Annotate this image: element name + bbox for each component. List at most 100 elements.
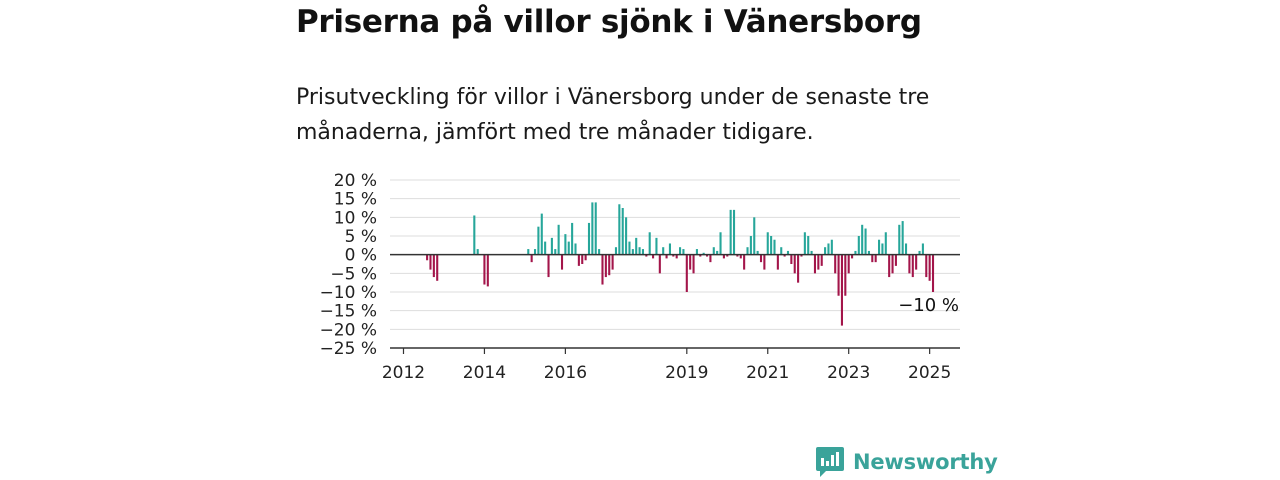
x-tick-label: 2012 (382, 363, 425, 383)
bar (898, 224, 901, 255)
x-tick-label: 2021 (746, 363, 789, 383)
bar (911, 254, 914, 278)
bar (783, 254, 786, 257)
bar (810, 250, 813, 255)
bar (436, 254, 439, 281)
bar (648, 232, 651, 255)
bar (864, 228, 867, 255)
bar (621, 208, 624, 255)
y-tick-label: −25 % (320, 339, 377, 359)
bar (429, 254, 432, 270)
bar (652, 254, 655, 259)
bar (598, 249, 601, 255)
bar (604, 254, 607, 278)
y-tick-label: 10 % (334, 208, 377, 228)
bar (486, 254, 489, 287)
bar (689, 254, 692, 270)
newsworthy-logo-icon (816, 447, 844, 477)
bar (837, 254, 840, 296)
bar (861, 224, 864, 255)
bar (921, 243, 924, 255)
y-tick-label: −20 % (320, 320, 377, 340)
bar (871, 254, 874, 263)
bar (824, 247, 827, 255)
bar (679, 247, 682, 255)
bar (894, 254, 897, 266)
y-tick-label: 5 % (345, 227, 377, 247)
bar (638, 247, 641, 255)
brand: Newsworthy (815, 446, 998, 478)
bar (722, 254, 725, 259)
bar (608, 254, 611, 276)
bar (668, 243, 671, 255)
bar (746, 247, 749, 255)
last-value-annotation: −10 % (898, 295, 959, 316)
bar (901, 221, 904, 255)
y-tick-label: −15 % (320, 302, 377, 322)
bar (803, 232, 806, 255)
axes (390, 253, 960, 349)
bar (790, 254, 793, 264)
bar (712, 247, 715, 255)
bar (635, 237, 638, 255)
bar (716, 250, 719, 255)
bar (908, 254, 911, 274)
bar (807, 236, 810, 255)
bar (533, 249, 537, 255)
x-tick-label: 2016 (544, 363, 587, 383)
bar (891, 254, 894, 274)
bar (426, 254, 429, 261)
bar (682, 249, 685, 255)
bar (587, 222, 591, 255)
bar (591, 202, 594, 255)
bar (851, 254, 854, 259)
bar (618, 204, 621, 255)
bar (611, 254, 614, 270)
bar (658, 254, 661, 274)
bar (844, 254, 847, 296)
bar (840, 254, 843, 326)
bar (931, 254, 935, 292)
bar (601, 254, 604, 285)
bar (847, 254, 850, 274)
bar (571, 222, 574, 255)
bar (857, 236, 860, 255)
bar (692, 254, 695, 274)
bar (614, 247, 618, 255)
bar (827, 243, 830, 255)
bar (564, 234, 567, 255)
x-axis-ticks: 2012 2014 2016 2019 2021 2023 2025 (382, 348, 951, 383)
bar (759, 254, 763, 263)
x-tick-label: 2025 (908, 363, 951, 383)
bar (631, 249, 634, 255)
bar (854, 250, 857, 255)
bars (426, 202, 935, 326)
bar (567, 241, 570, 255)
bar (675, 254, 678, 259)
bar (786, 250, 790, 255)
bar (695, 249, 698, 255)
bar (544, 241, 547, 255)
bar (756, 250, 759, 255)
bar (574, 243, 577, 255)
bar (641, 249, 644, 255)
bar (915, 254, 918, 270)
bar (925, 254, 928, 278)
bar (874, 254, 877, 263)
bar (537, 226, 540, 255)
bar (766, 232, 769, 255)
bar (736, 254, 739, 257)
bar (797, 254, 800, 283)
bar (753, 217, 756, 255)
bar (645, 254, 648, 257)
bar (770, 236, 773, 255)
bar (665, 254, 668, 259)
bar (672, 254, 675, 257)
bar (729, 209, 732, 255)
bar (719, 232, 722, 255)
bar (527, 249, 530, 255)
y-tick-label: −5 % (330, 264, 377, 284)
bar (709, 254, 712, 263)
page-title: Priserna på villor sjönk i Vänersborg (296, 4, 922, 40)
